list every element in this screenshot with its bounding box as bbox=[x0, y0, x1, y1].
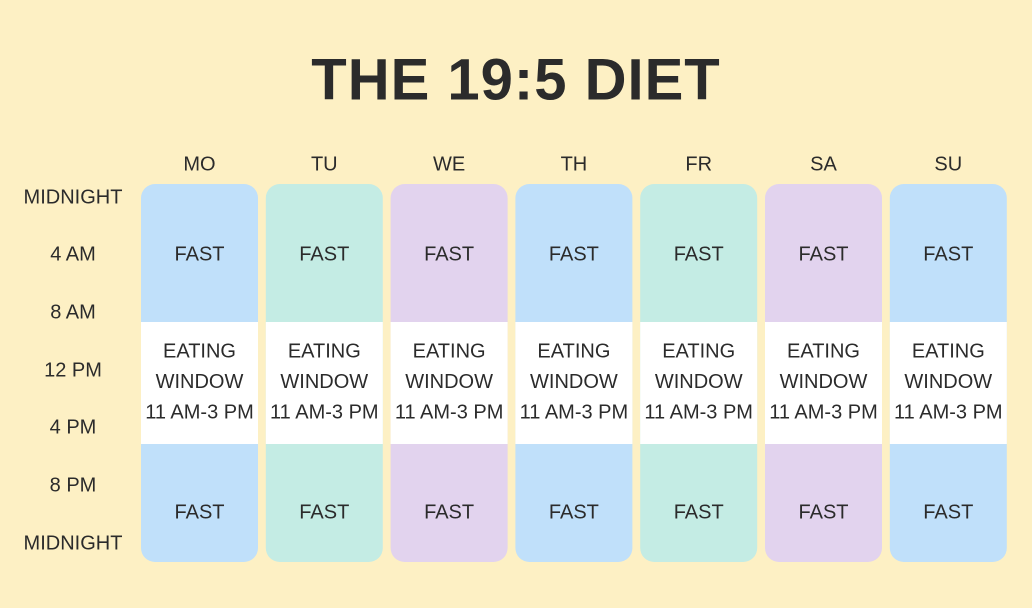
day-label: SA bbox=[810, 153, 837, 175]
title: THE 19:5 DIET bbox=[311, 47, 720, 112]
time-label: MIDNIGHT bbox=[24, 186, 123, 208]
fast-label: FAST bbox=[299, 243, 349, 265]
fast-label: FAST bbox=[923, 501, 973, 523]
fast-label: FAST bbox=[174, 243, 224, 265]
time-label: 4 PM bbox=[50, 416, 97, 438]
window-text: 11 AM-3 PM bbox=[145, 401, 254, 423]
day-label: FR bbox=[685, 153, 712, 175]
window-text: EATING bbox=[912, 340, 985, 362]
window-text: EATING bbox=[537, 340, 610, 362]
time-label: 12 PM bbox=[44, 359, 102, 381]
window-text: 11 AM-3 PM bbox=[520, 401, 629, 423]
day-label: SU bbox=[934, 153, 962, 175]
window-text: EATING bbox=[662, 340, 735, 362]
fast-label: FAST bbox=[674, 243, 724, 265]
window-text: 11 AM-3 PM bbox=[270, 401, 379, 423]
eating-window bbox=[515, 322, 633, 444]
eating-window bbox=[765, 322, 882, 444]
time-label: 8 PM bbox=[50, 474, 97, 496]
window-text: EATING bbox=[413, 340, 486, 362]
window-text: WINDOW bbox=[280, 371, 368, 393]
window-text: WINDOW bbox=[405, 371, 493, 393]
fast-label: FAST bbox=[798, 501, 848, 523]
fast-label: FAST bbox=[549, 243, 599, 265]
eating-window bbox=[390, 322, 508, 444]
window-text: WINDOW bbox=[156, 371, 244, 393]
fast-label: FAST bbox=[424, 501, 474, 523]
fast-label: FAST bbox=[923, 243, 973, 265]
window-text: EATING bbox=[787, 340, 860, 362]
time-label: 4 AM bbox=[50, 243, 96, 265]
eating-window bbox=[141, 322, 258, 444]
window-text: 11 AM-3 PM bbox=[769, 401, 878, 423]
fast-label: FAST bbox=[424, 243, 474, 265]
window-text: 11 AM-3 PM bbox=[644, 401, 753, 423]
fast-label: FAST bbox=[798, 243, 848, 265]
time-label: MIDNIGHT bbox=[24, 532, 123, 554]
window-text: EATING bbox=[288, 340, 361, 362]
fast-label: FAST bbox=[549, 501, 599, 523]
day-label: WE bbox=[433, 153, 465, 175]
day-label: TU bbox=[311, 153, 338, 175]
day-label: TH bbox=[561, 153, 588, 175]
window-text: 11 AM-3 PM bbox=[894, 401, 1003, 423]
fast-label: FAST bbox=[299, 501, 349, 523]
window-text: WINDOW bbox=[530, 371, 618, 393]
fast-label: FAST bbox=[174, 501, 224, 523]
window-text: EATING bbox=[163, 340, 236, 362]
day-label: MO bbox=[183, 153, 215, 175]
time-label: 8 AM bbox=[50, 301, 96, 323]
window-text: 11 AM-3 PM bbox=[395, 401, 504, 423]
eating-window bbox=[640, 322, 758, 444]
window-text: WINDOW bbox=[904, 371, 992, 393]
fast-label: FAST bbox=[674, 501, 724, 523]
eating-window bbox=[265, 322, 383, 444]
eating-window bbox=[889, 322, 1007, 444]
window-text: WINDOW bbox=[655, 371, 743, 393]
window-text: WINDOW bbox=[780, 371, 868, 393]
